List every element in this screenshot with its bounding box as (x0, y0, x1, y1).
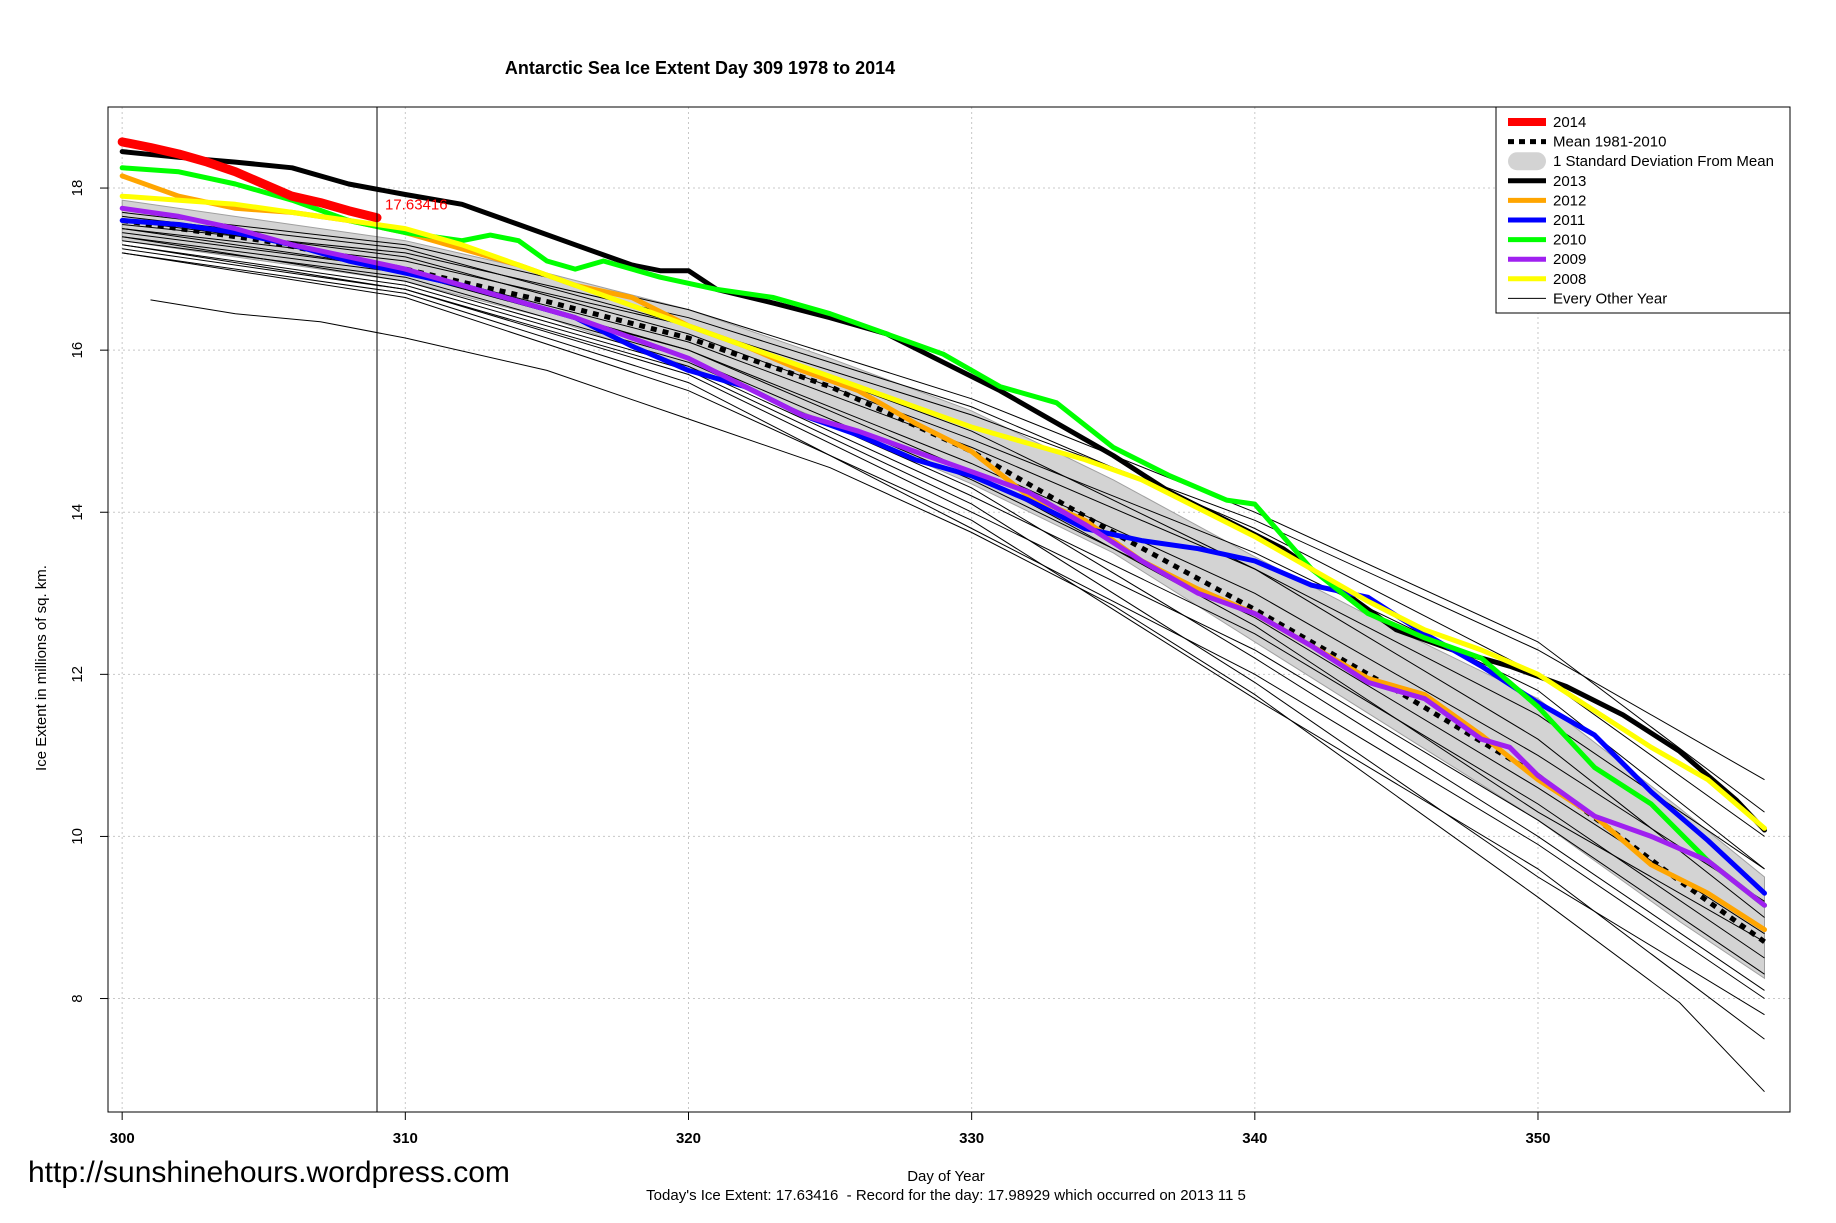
other-year-line (150, 299, 1765, 1093)
x-tick-label: 300 (110, 1130, 135, 1147)
series-line-2009 (119, 205, 1767, 908)
y-tick-label: 18 (69, 180, 86, 197)
other-year-line (122, 236, 1765, 991)
legend-label: 1 Standard Deviation From Mean (1553, 153, 1774, 170)
other-year-line (122, 248, 1765, 975)
legend-label: 2012 (1553, 192, 1586, 209)
chart-title: Antarctic Sea Ice Extent Day 309 1978 to… (505, 58, 895, 78)
legend-label: 2011 (1553, 212, 1585, 229)
legend-label: 2010 (1553, 232, 1586, 249)
other-year-line (122, 215, 1765, 918)
mean-line (121, 218, 1766, 944)
legend-label: 2014 (1553, 114, 1586, 131)
footer-note: Today's Ice Extent: 17.63416 - Record fo… (646, 1187, 1246, 1204)
x-tick-label: 330 (959, 1130, 984, 1147)
plot-frame (107, 106, 1791, 1113)
series-line-2014 (117, 137, 382, 223)
other-year-line (122, 220, 1765, 870)
other-years-lines (122, 211, 1765, 1093)
legend-label: Mean 1981-2010 (1553, 134, 1666, 151)
x-axis-label: Day of Year (907, 1168, 985, 1185)
x-tick-label: 350 (1525, 1130, 1550, 1147)
other-year-line (122, 211, 1765, 813)
other-year-line (122, 228, 1765, 943)
y-tick-label: 14 (69, 504, 86, 521)
watermark-url: http://sunshinehours.wordpress.com (28, 1156, 510, 1189)
other-year-line (122, 240, 1765, 935)
highlighted-years (117, 137, 1767, 933)
legend-label: 2009 (1553, 251, 1586, 268)
series-line-2011 (119, 218, 1767, 896)
x-tick-label: 320 (676, 1130, 701, 1147)
other-year-line (122, 252, 1765, 999)
other-year-line (122, 244, 1765, 1016)
y-axis-label: Ice Extent in millions of sq. km. (33, 565, 50, 771)
other-year-line (122, 252, 1765, 1040)
legend-label: Every Other Year (1553, 290, 1667, 307)
y-tick-label: 12 (69, 666, 86, 683)
std-dev-band (121, 199, 1765, 980)
series-line-2013 (119, 149, 1767, 833)
y-tick-label: 8 (69, 994, 86, 1002)
std-dev-band-area (121, 199, 1765, 980)
legend: 2014 Mean 1981-2010 1 Standard Deviation F… (1495, 106, 1791, 314)
x-tick-label: 310 (393, 1130, 418, 1147)
other-year-line (122, 228, 1765, 781)
current-day-marker: 17.63416 (376, 107, 448, 1112)
grid (108, 107, 1790, 1112)
x-tick-label: 340 (1242, 1130, 1267, 1147)
axes: 300 310 320 330 340 350 8 10 12 14 16 18 (69, 180, 1550, 1147)
legend-label: 2008 (1553, 271, 1586, 288)
legend-swatch (1508, 152, 1546, 171)
mean-line-layer (121, 218, 1766, 944)
y-tick-label: 16 (69, 342, 86, 359)
current-value-label: 17.63416 (385, 197, 448, 214)
y-tick-label: 10 (69, 828, 86, 845)
series-line-2008 (119, 193, 1767, 831)
legend-label: 2013 (1553, 173, 1586, 190)
other-year-line (122, 244, 1765, 959)
